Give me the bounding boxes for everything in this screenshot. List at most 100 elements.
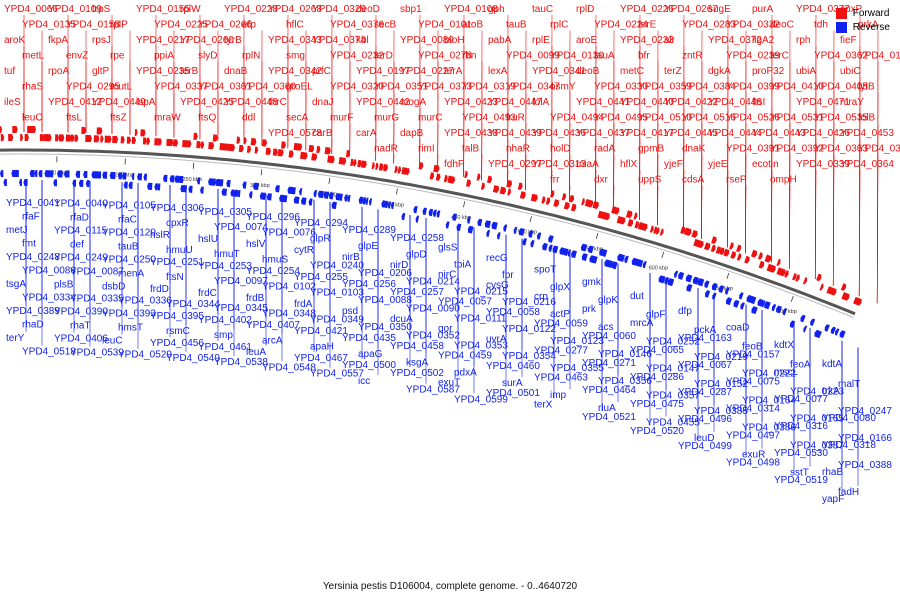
- reverse-gene-arrow: [183, 185, 188, 193]
- forward-gene-arrow: [729, 242, 734, 250]
- forward-gene-label: dgkA: [708, 66, 731, 77]
- reverse-gene-arrow: [548, 244, 553, 252]
- reverse-gene-label: psd: [342, 306, 358, 317]
- reverse-gene-arrow: [830, 326, 836, 335]
- forward-gene-arrow: [433, 164, 440, 173]
- reverse-gene-arrow: [528, 230, 534, 238]
- reverse-gene-label: YPD4_0216: [502, 297, 556, 308]
- reverse-gene-label: YPD4_0277: [534, 345, 588, 356]
- reverse-gene-label: yapF: [822, 494, 844, 505]
- reverse-gene-label: YPD4_0157: [726, 349, 780, 360]
- reverse-gene-arrow: [266, 193, 272, 201]
- forward-gene-arrow: [655, 227, 660, 235]
- reverse-gene-arrow: [118, 172, 123, 180]
- reverse-gene-label: frdD: [150, 284, 169, 295]
- reverse-gene-label: YPD4_0067: [678, 360, 732, 371]
- forward-gene-arrow: [200, 141, 205, 149]
- reverse-gene-arrow: [384, 200, 389, 209]
- forward-gene-arrow: [81, 126, 86, 134]
- forward-gene-features: [0, 126, 862, 306]
- reverse-gene-arrow: [678, 271, 685, 280]
- reverse-gene-label: YPD4_0388: [838, 460, 892, 471]
- reverse-gene-label: fmt: [22, 239, 36, 250]
- legend-reverse: Reverse: [835, 22, 890, 33]
- legend: Forward Reverse: [835, 8, 890, 36]
- reverse-gene-arrow: [718, 285, 725, 293]
- forward-gene-label: YPD4_0376: [330, 20, 384, 31]
- forward-gene-arrow: [561, 193, 566, 201]
- forward-gene-label: mutL: [110, 82, 133, 93]
- reverse-gene-label: YPD4_0247: [838, 406, 892, 417]
- reverse-gene-arrow: [581, 253, 588, 261]
- forward-gene-label: sbpA: [330, 175, 353, 186]
- reverse-gene-label: YPD4_0215: [454, 286, 508, 297]
- forward-gene-label: rpoA: [48, 66, 69, 77]
- forward-gene-arrow: [371, 162, 375, 170]
- forward-gene-arrow: [140, 129, 146, 137]
- reverse-gene-label: YPD4_0500: [342, 360, 396, 371]
- reverse-gene-label: YPD4_0166: [838, 433, 892, 444]
- forward-gene-label: thrC: [268, 97, 287, 108]
- forward-gene-label: YPD4_0224: [594, 20, 648, 31]
- forward-gene-label: YPD4_0364: [840, 159, 894, 170]
- forward-gene-label: aroK: [4, 35, 25, 46]
- genome-backbone-ring: [0, 148, 856, 318]
- reverse-gene-label: glpX: [550, 282, 570, 293]
- reverse-gene-label: smp: [214, 330, 233, 341]
- forward-gene-label: YPD4_0442: [356, 97, 410, 108]
- reverse-gene-label: YPD4_0077: [774, 394, 828, 405]
- forward-gene-label: ftsI: [752, 97, 765, 108]
- forward-gene-arrow: [24, 134, 29, 142]
- forward-gene-arrow: [634, 221, 639, 229]
- forward-gene-label: YPD4_0351: [374, 82, 428, 93]
- forward-gene-label: aroE: [576, 35, 597, 46]
- forward-gene-label: YPD4_0399: [726, 82, 780, 93]
- reverse-gene-arrow: [331, 201, 337, 210]
- reverse-gene-arrow: [776, 305, 782, 314]
- forward-label-line: [701, 185, 703, 239]
- forward-gene-arrow: [757, 252, 763, 260]
- reverse-gene-arrow: [563, 248, 569, 256]
- forward-label-line: [639, 169, 641, 220]
- forward-gene-label: YPD4_0278: [418, 51, 472, 62]
- reverse-gene-arrow: [685, 274, 693, 283]
- forward-gene-arrow: [219, 143, 226, 151]
- forward-gene-arrow: [265, 147, 271, 156]
- reverse-gene-label: YPD4_0463: [534, 372, 588, 383]
- forward-label-line: [745, 185, 747, 254]
- reverse-gene-label: coaD: [726, 322, 749, 333]
- reverse-gene-arrow: [275, 185, 280, 193]
- forward-gene-label: dnaJ: [312, 97, 334, 108]
- reverse-gene-label: YPD4_0076: [262, 227, 316, 238]
- forward-gene-arrow: [254, 146, 259, 154]
- reverse-gene-label: YPD4_0314: [726, 403, 780, 414]
- forward-gene-label: alr: [664, 35, 676, 46]
- reverse-gene-arrow: [242, 181, 247, 189]
- forward-gene-arrow: [353, 159, 357, 167]
- reverse-gene-arrow: [362, 197, 367, 205]
- reverse-gene-arrow: [674, 270, 679, 278]
- forward-gene-label: YPD4_0283: [682, 20, 736, 31]
- reverse-gene-arrow: [607, 260, 613, 268]
- forward-label-line: [789, 185, 791, 270]
- forward-gene-arrow: [819, 283, 824, 291]
- reverse-gene-label: YPD4_0389: [6, 306, 60, 317]
- reverse-gene-arrow: [401, 212, 406, 221]
- reverse-gene-arrow: [432, 209, 437, 217]
- reverse-gene-label: YPD4_0256: [342, 279, 396, 290]
- forward-gene-label: YPD4_0448: [224, 97, 278, 108]
- forward-gene-label: serB: [22, 175, 43, 186]
- reverse-gene-arrow: [536, 232, 542, 240]
- reverse-gene-label: YPD4_0496: [678, 414, 732, 425]
- reverse-gene-label: YPD4_0105: [102, 200, 156, 211]
- forward-gene-label: map: [374, 175, 394, 186]
- forward-gene-label: YPD4_0346: [858, 144, 900, 155]
- forward-gene-arrow: [280, 141, 286, 149]
- forward-gene-arrow: [506, 179, 512, 188]
- forward-label-line: [858, 169, 861, 297]
- reverse-gene-arrow: [221, 188, 228, 196]
- forward-gene-label: YPD4_0440: [620, 97, 674, 108]
- forward-gene-label: YPD4_0226: [620, 4, 674, 15]
- forward-gene-arrow: [611, 206, 617, 214]
- forward-gene-label: rsmE: [154, 175, 178, 186]
